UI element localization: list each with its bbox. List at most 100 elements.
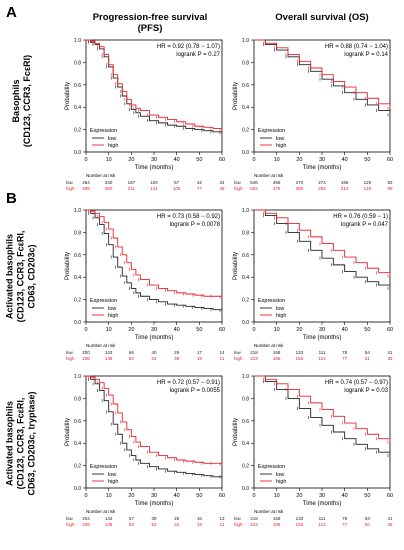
y-axis-label: Probability [233, 252, 239, 280]
x-tick-label: 30 [319, 157, 325, 163]
risk-count-low: 340 [105, 180, 113, 185]
risk-count-low: 54 [365, 350, 371, 355]
logrank-p-text: logrank P = 0.03 [344, 388, 388, 394]
risk-count-high: 77 [197, 186, 203, 191]
risk-row-label-high: high [234, 522, 243, 527]
risk-count-high: 223 [250, 356, 258, 361]
x-tick-label: 50 [364, 493, 370, 499]
hazard-ratio-text: HR = 0.76 (0.59 − 1) [333, 214, 388, 220]
x-tick-label: 30 [151, 157, 157, 163]
x-axis-label: Time (months) [303, 165, 341, 171]
x-tick-label: 30 [319, 493, 325, 499]
risk-count-high: 186 [273, 356, 281, 361]
x-tick-label: 60 [219, 493, 225, 499]
y-tick-label: 0.2 [242, 298, 249, 304]
risk-count-high: 141 [150, 186, 158, 191]
y-tick-label: 0.2 [74, 298, 81, 304]
x-tick-label: 0 [252, 327, 255, 333]
x-tick-label: 20 [128, 327, 134, 333]
legend-title: Expression [90, 464, 117, 470]
risk-count-low: 274 [318, 180, 326, 185]
y-tick-label: 0.8 [74, 396, 81, 402]
hazard-ratio-text: HR = 0.73 (0.58 − 0.92) [157, 214, 220, 220]
x-tick-label: 10 [274, 157, 280, 163]
x-tick-label: 0 [252, 157, 255, 163]
legend-title: Expression [258, 464, 285, 470]
risk-count-low: 111 [319, 350, 326, 355]
survival-curve-low [86, 375, 222, 478]
km-panel-0 [83, 39, 223, 155]
risk-count-high: 35 [387, 522, 393, 527]
y-axis-label: Probability [65, 252, 71, 280]
survival-curve-high [254, 375, 391, 443]
risk-count-high: 48 [219, 186, 225, 191]
risk-row-label-high: high [234, 356, 243, 361]
risk-count-high: 185 [273, 522, 281, 527]
risk-count-high: 552 [250, 186, 258, 191]
y-tick-label: 1.0 [74, 38, 81, 44]
x-tick-label: 20 [296, 327, 302, 333]
x-axis-label: Time (months) [303, 335, 341, 341]
survival-curve-high [86, 209, 223, 298]
y-tick-label: 0.8 [242, 230, 249, 236]
risk-count-low: 204 [82, 516, 90, 521]
y-tick-label: 0.6 [74, 83, 81, 89]
risk-count-high: 35 [387, 356, 393, 361]
risk-count-high: 149 [364, 186, 372, 191]
risk-row-label-low: low [234, 350, 242, 355]
y-tick-label: 0.0 [74, 150, 81, 156]
risk-count-low: 78 [342, 516, 348, 521]
logrank-p-text: logrank P = 0.0055 [170, 388, 221, 394]
risk-count-low: 42 [197, 180, 203, 185]
legend-title: Expression [90, 128, 117, 134]
risk-count-high: 11 [220, 522, 225, 527]
logrank-p-text: logrank P = 0.047 [341, 222, 389, 228]
risk-count-low: 200 [82, 350, 90, 355]
y-tick-label: 0.4 [242, 105, 249, 111]
x-tick-label: 50 [196, 493, 202, 499]
x-tick-label: 60 [219, 327, 225, 333]
risk-row-label-low: low [66, 350, 74, 355]
y-tick-label: 0.4 [74, 275, 81, 281]
x-tick-label: 20 [296, 157, 302, 163]
risk-count-low: 13 [219, 516, 225, 521]
x-tick-label: 10 [274, 493, 280, 499]
logrank-p-text: logrank P = 0.0078 [170, 222, 221, 228]
risk-count-high: 38 [174, 356, 180, 361]
hazard-ratio-text: HR = 0.92 (0.78 − 1.07) [157, 44, 220, 50]
x-tick-label: 30 [151, 493, 157, 499]
risk-count-low: 41 [387, 350, 393, 355]
x-tick-label: 40 [342, 327, 348, 333]
x-tick-label: 50 [196, 327, 202, 333]
y-tick-label: 1.0 [74, 208, 81, 214]
risk-count-high: 77 [342, 522, 348, 527]
x-axis-label: Time (months) [135, 335, 173, 341]
y-tick-label: 0.8 [74, 60, 81, 66]
risk-count-low: 78 [342, 350, 348, 355]
y-tick-label: 1.0 [242, 374, 249, 380]
risk-count-low: 111 [319, 516, 326, 521]
risk-count-low: 17 [197, 350, 203, 355]
km-panel-5 [251, 375, 391, 491]
legend-label-high: high [276, 479, 286, 485]
column-title-pfs: Progression-free survival (PFS) [92, 12, 208, 34]
logrank-p-text: logrank P = 0.14 [344, 52, 388, 58]
y-tick-label: 1.0 [242, 208, 249, 214]
panel-letter-b: B [6, 190, 17, 207]
x-axis-label: Time (months) [135, 501, 173, 507]
x-tick-label: 30 [151, 327, 157, 333]
risk-count-low: 546 [250, 180, 258, 185]
risk-count-low: 40 [151, 350, 157, 355]
y-tick-label: 0.6 [74, 253, 81, 259]
risk-row-label-high: high [234, 186, 243, 191]
hazard-ratio-text: HR = 0.74 (0.57 − 0.97) [325, 380, 388, 386]
risk-count-low: 14 [219, 350, 225, 355]
risk-count-high: 83 [129, 522, 135, 527]
risk-table-title: Number at risk [254, 343, 284, 348]
risk-count-low: 133 [296, 516, 304, 521]
y-axis-label: Probability [65, 82, 71, 110]
x-tick-label: 20 [296, 493, 302, 499]
x-tick-label: 50 [196, 157, 202, 163]
legend-label-low: low [276, 306, 284, 312]
